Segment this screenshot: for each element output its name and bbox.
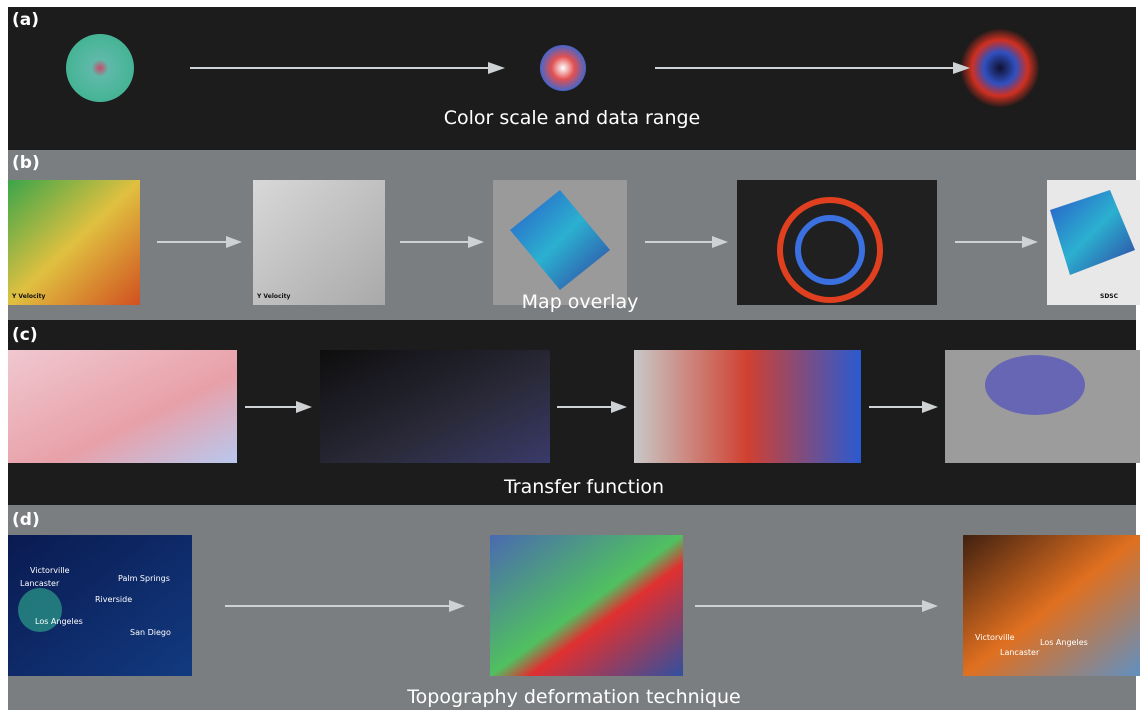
caption: Topography deformation technique	[406, 686, 740, 708]
image	[490, 535, 683, 676]
image-label: Y Velocity	[11, 293, 45, 300]
image-label: Palm Springs	[118, 574, 170, 583]
image	[320, 350, 550, 463]
image-volume	[985, 355, 1085, 415]
arrow	[695, 600, 938, 612]
image-label: Y Velocity	[256, 293, 290, 300]
image-label: Victorville	[975, 633, 1015, 642]
arrow	[869, 401, 938, 413]
arrow	[655, 62, 970, 74]
caption: Color scale and data range	[444, 107, 701, 129]
panel-label: (c)	[12, 325, 38, 345]
image-label: San Diego	[130, 628, 171, 637]
image	[960, 28, 1040, 108]
image	[253, 180, 385, 305]
arrow	[645, 236, 728, 248]
arrow	[190, 62, 505, 74]
arrow	[157, 236, 242, 248]
caption: Map overlay	[522, 291, 639, 313]
arrow	[225, 600, 465, 612]
image	[540, 45, 586, 91]
image-label: Lancaster	[1000, 648, 1040, 657]
arrow	[400, 236, 484, 248]
image-label: Los Angeles	[1040, 638, 1088, 647]
arrow	[245, 401, 312, 413]
image	[8, 350, 237, 463]
caption: Transfer function	[503, 476, 664, 498]
image	[8, 180, 140, 305]
image-overlay	[510, 190, 610, 290]
image	[963, 535, 1140, 676]
arrow	[557, 401, 627, 413]
image	[634, 350, 861, 463]
image-label: SDSC	[1100, 293, 1119, 300]
panel-label: (d)	[12, 510, 40, 530]
image-label: Los Angeles	[35, 617, 83, 626]
image-label: Victorville	[30, 566, 70, 575]
arrow	[955, 236, 1038, 248]
image-overlay	[1050, 190, 1135, 275]
image-wave	[777, 197, 883, 303]
image-label: Riverside	[95, 595, 132, 604]
panel-label: (b)	[12, 153, 40, 173]
image-wave	[795, 215, 865, 285]
panel-label: (a)	[12, 10, 39, 30]
image	[66, 34, 134, 102]
image-label: Lancaster	[20, 579, 60, 588]
image-wave	[18, 588, 62, 632]
